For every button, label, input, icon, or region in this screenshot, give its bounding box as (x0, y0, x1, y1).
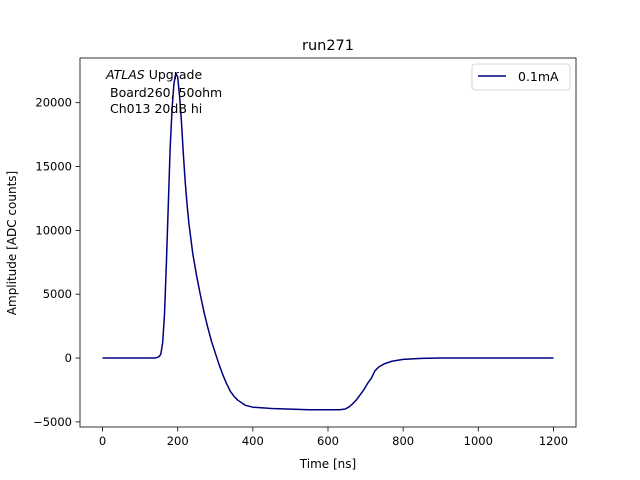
annotation-atlas: ATLAS (105, 67, 145, 82)
x-tick-label: 600 (317, 434, 339, 448)
x-tick-label: 800 (392, 434, 414, 448)
x-tick-label: 200 (167, 434, 189, 448)
y-tick-label: 0 (65, 351, 72, 365)
annotation-line-3: Ch013 20dB hi (110, 101, 202, 116)
annotation-line-2: Board260, 50ohm (110, 85, 222, 100)
series-line (102, 72, 554, 411)
legend-label: 0.1mA (518, 69, 559, 84)
legend: 0.1mA (471, 63, 571, 91)
x-tick-label: 1000 (464, 434, 493, 448)
y-tick-label: −5000 (33, 415, 72, 429)
annotation-line-1: ATLAS Upgrade (105, 67, 202, 82)
x-tick-label: 1200 (539, 434, 568, 448)
ticks-layer: 0 200 400 600 800 1000 1200 −5000 0 5000 10000 1500… (33, 96, 568, 448)
plot-frame (79, 57, 577, 428)
series-layer (102, 72, 554, 411)
annotation-upgrade: Upgrade (145, 67, 203, 82)
x-tick-label: 400 (242, 434, 264, 448)
legend-box (471, 63, 571, 91)
y-tick-label: 20000 (35, 96, 72, 110)
y-tick-label: 5000 (43, 287, 72, 301)
y-tick-label: 15000 (35, 160, 72, 174)
y-axis-label: Amplitude [ADC counts] (5, 171, 19, 315)
x-tick-label: 0 (99, 434, 106, 448)
x-axis-label: Time [ns] (299, 457, 356, 471)
chart-title: run271 (302, 38, 354, 54)
y-tick-label: 10000 (35, 223, 72, 237)
chart-annotation: ATLAS Upgrade Board260, 50ohm Ch013 20dB… (105, 67, 222, 116)
